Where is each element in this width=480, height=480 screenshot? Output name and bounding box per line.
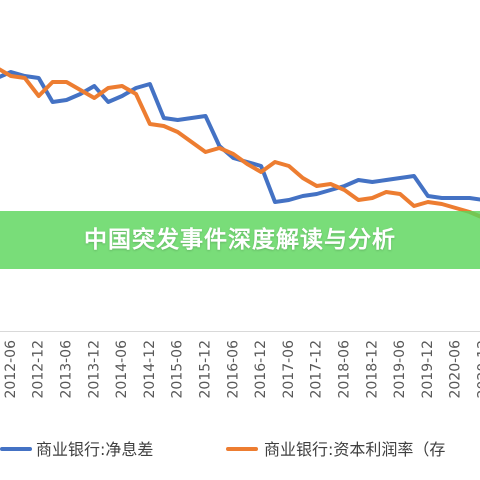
x-tick-label: 2015-12 bbox=[198, 340, 214, 399]
x-tick-label: 2015-06 bbox=[170, 340, 186, 399]
x-tick-label: 2020-06 bbox=[448, 340, 464, 399]
x-tick-labels: 2012-06 2012-12 2013-06 2013-12 2014-06 2014-… bbox=[3, 340, 480, 399]
x-tick-label: 2013-06 bbox=[59, 340, 75, 399]
x-tick-label: 2012-12 bbox=[31, 340, 47, 399]
x-tick-label: 2013-12 bbox=[86, 340, 102, 399]
x-tick-label: 2012-06 bbox=[3, 340, 19, 399]
series-layer bbox=[0, 67, 480, 219]
x-tick-label: 2017-06 bbox=[281, 340, 297, 399]
series-line-return-on-capital bbox=[0, 67, 480, 219]
legend-label-return-on-capital: 商业银行:资本利润率（存 bbox=[264, 440, 445, 459]
x-tick-label: 2014-06 bbox=[114, 340, 130, 399]
series-line-net-interest-margin bbox=[0, 70, 480, 204]
x-tick-label: 2020-12 bbox=[476, 340, 480, 399]
x-tick-label: 2018-06 bbox=[337, 340, 353, 399]
legend: 商业银行:净息差 商业银行:资本利润率（存 bbox=[0, 440, 445, 459]
x-tick-label: 2014-12 bbox=[142, 340, 158, 399]
x-tick-label: 2019-12 bbox=[420, 340, 436, 399]
x-tick-label: 2016-06 bbox=[225, 340, 241, 399]
banner-title: 中国突发事件深度解读与分析 bbox=[84, 227, 396, 253]
legend-label-net-interest-margin: 商业银行:净息差 bbox=[36, 440, 153, 459]
x-tick-label: 2017-12 bbox=[309, 340, 325, 399]
x-tick-label: 2019-06 bbox=[392, 340, 408, 399]
x-tick-label: 2016-12 bbox=[253, 340, 269, 399]
x-tick-label: 2018-12 bbox=[364, 340, 380, 399]
title-banner: 中国突发事件深度解读与分析 bbox=[0, 211, 480, 269]
